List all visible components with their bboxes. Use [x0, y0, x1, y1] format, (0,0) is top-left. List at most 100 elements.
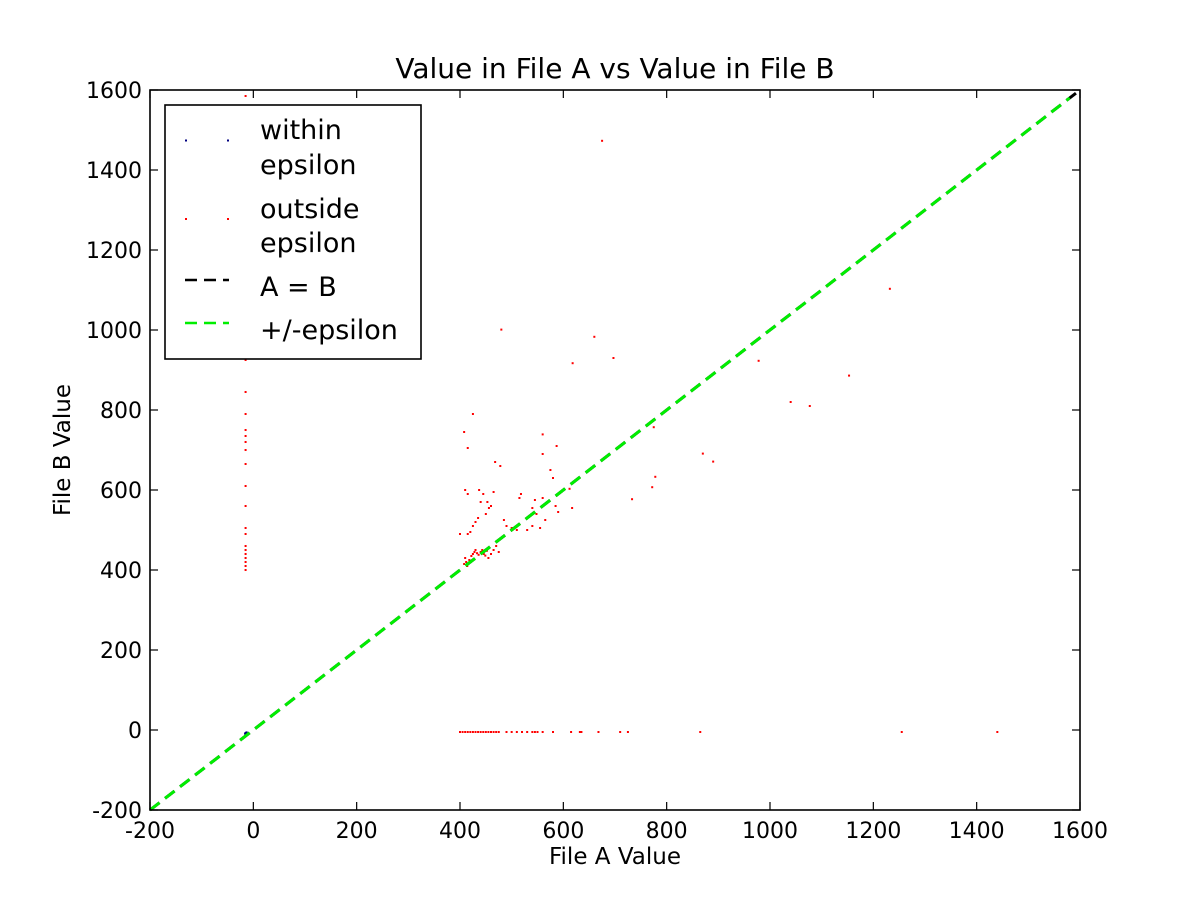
series-1	[244, 95, 999, 733]
data-point	[505, 731, 508, 733]
data-point	[477, 731, 480, 733]
data-point	[580, 731, 583, 733]
data-point	[469, 731, 472, 733]
data-point	[701, 452, 704, 455]
x-tick-label: 1200	[845, 819, 901, 844]
data-point	[476, 552, 479, 555]
legend-entry: A = B	[185, 272, 337, 303]
data-point	[557, 511, 560, 513]
data-point	[244, 505, 247, 507]
data-point	[471, 413, 474, 415]
y-tick-label: 200	[100, 639, 142, 664]
data-point	[808, 405, 811, 407]
x-tick-label: 800	[646, 819, 688, 844]
data-point	[244, 732, 247, 735]
x-tick-label: 200	[336, 819, 378, 844]
data-point	[474, 549, 477, 551]
data-point	[570, 731, 573, 733]
data-point	[495, 731, 498, 733]
data-point	[464, 731, 467, 733]
data-point	[502, 519, 505, 521]
data-point	[244, 429, 247, 431]
data-point	[492, 731, 495, 733]
plot-frame	[149, 89, 1081, 811]
data-point	[533, 731, 536, 733]
data-point	[459, 533, 461, 535]
legend-frame	[164, 104, 422, 360]
data-point	[482, 493, 485, 495]
data-point	[244, 359, 247, 361]
legend-label-line: epsilon	[260, 150, 356, 181]
data-point	[482, 731, 485, 733]
data-point	[244, 485, 247, 487]
data-point	[712, 460, 715, 463]
data-point	[244, 549, 247, 551]
data-point	[244, 545, 247, 547]
data-point	[552, 477, 554, 479]
data-point	[479, 501, 482, 503]
data-point	[461, 731, 464, 733]
data-point	[492, 549, 495, 551]
y-tick-label: 1000	[86, 319, 142, 344]
data-point	[484, 731, 487, 733]
data-point	[474, 521, 477, 523]
x-tick-label: -200	[125, 819, 175, 844]
data-point	[515, 731, 518, 733]
data-point	[470, 555, 473, 557]
data-point	[244, 391, 247, 393]
data-point	[469, 531, 472, 533]
legend-entry: +/-epsilon	[185, 315, 398, 346]
data-point	[539, 527, 542, 529]
data-point	[466, 447, 469, 449]
series-0	[244, 731, 248, 735]
data-point	[521, 731, 523, 733]
data-point	[518, 497, 521, 499]
legend-point-marker	[185, 139, 187, 142]
x-tick-label: 0	[246, 819, 260, 844]
data-point	[463, 563, 466, 565]
data-point	[541, 731, 544, 733]
data-point	[536, 731, 539, 733]
legend-label: A = B	[260, 272, 337, 303]
x-tick-label: 1000	[742, 819, 798, 844]
data-point	[554, 505, 557, 507]
data-point	[484, 513, 487, 515]
data-point	[487, 557, 490, 559]
data-point	[471, 731, 474, 733]
data-point	[477, 553, 480, 556]
data-point	[996, 731, 999, 733]
data-point	[848, 374, 851, 377]
legend-label-line: A = B	[260, 272, 337, 303]
legend-point-marker	[185, 218, 187, 220]
data-point	[463, 431, 466, 433]
y-tick-label: 1600	[86, 79, 142, 104]
data-point	[471, 553, 474, 555]
data-point	[244, 449, 247, 451]
data-point	[789, 401, 792, 403]
data-point	[478, 489, 481, 491]
y-tick-label: 1200	[86, 239, 142, 264]
data-point	[531, 525, 534, 527]
data-point	[597, 731, 600, 733]
data-point	[244, 533, 247, 535]
data-point	[244, 463, 247, 465]
y-tick-label: 1400	[86, 159, 142, 184]
series-line	[149, 96, 1071, 812]
data-point	[497, 551, 500, 553]
data-point	[888, 287, 891, 290]
data-point	[612, 357, 615, 359]
data-point	[245, 731, 248, 734]
data-point	[477, 517, 480, 519]
y-tick-label: -200	[92, 799, 142, 824]
data-point	[541, 433, 544, 436]
data-point	[526, 529, 529, 531]
legend-label-line: +/-epsilon	[260, 315, 398, 346]
data-point	[494, 461, 497, 463]
x-tick-label: 400	[439, 819, 481, 844]
data-point	[519, 493, 522, 495]
data-point	[651, 486, 654, 489]
data-point	[631, 498, 634, 501]
data-point	[474, 731, 477, 733]
legend-point-marker	[227, 139, 229, 142]
